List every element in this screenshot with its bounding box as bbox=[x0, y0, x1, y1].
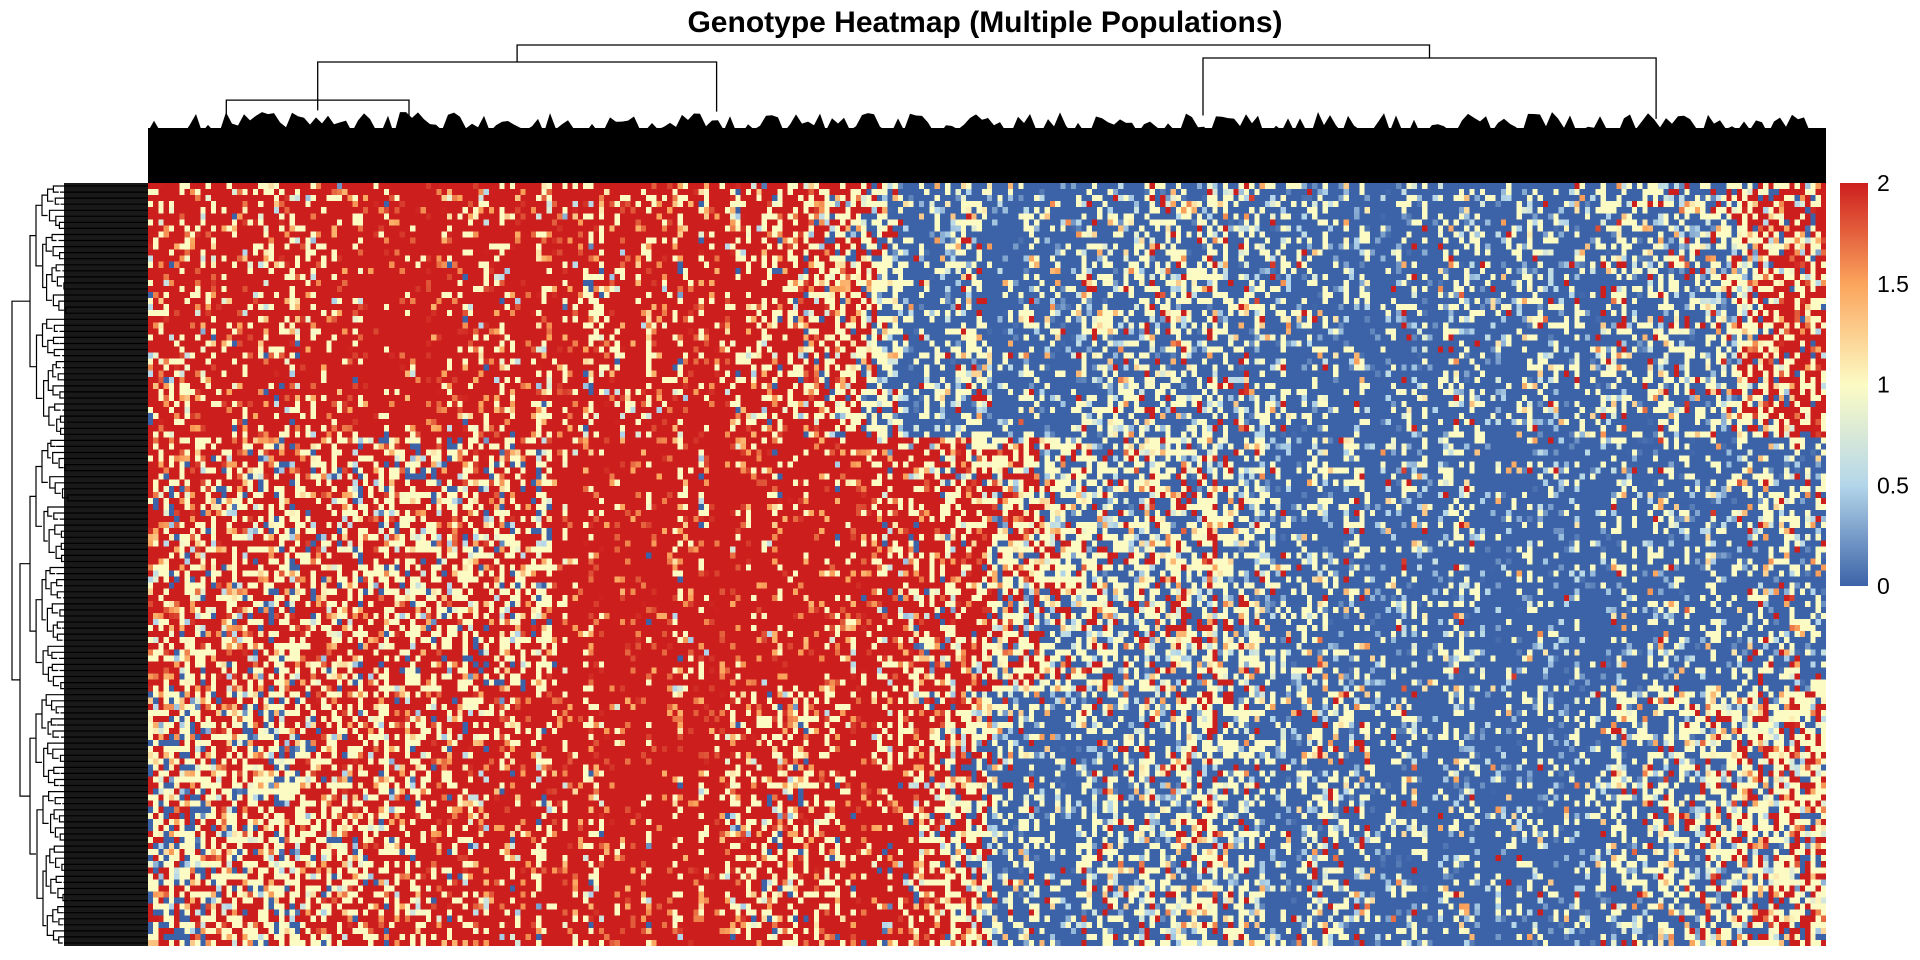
color-legend: 0 0.5 1 1.5 2 bbox=[1840, 170, 1909, 599]
column-dendrogram-leaves bbox=[148, 128, 1826, 183]
color-legend-ticks: 0 0.5 1 1.5 2 bbox=[1877, 170, 1909, 599]
heatmap-body bbox=[148, 183, 1826, 946]
legend-tick-label: 1.5 bbox=[1877, 271, 1909, 297]
column-dendrogram-fringe bbox=[148, 112, 1826, 134]
legend-tick-label: 0 bbox=[1877, 573, 1890, 599]
legend-tick-label: 1 bbox=[1877, 372, 1890, 398]
heatmap-cells bbox=[148, 183, 1826, 946]
legend-tick-label: 2 bbox=[1877, 170, 1890, 196]
row-dendrogram-leaves bbox=[64, 183, 148, 946]
column-dendrogram bbox=[148, 44, 1826, 183]
chart-title: Genotype Heatmap (Multiple Populations) bbox=[687, 6, 1282, 39]
legend-tick-label: 0.5 bbox=[1877, 472, 1909, 498]
row-dendrogram bbox=[11, 183, 148, 946]
color-legend-bar bbox=[1840, 183, 1868, 586]
column-dendrogram-branches bbox=[225, 44, 1657, 125]
